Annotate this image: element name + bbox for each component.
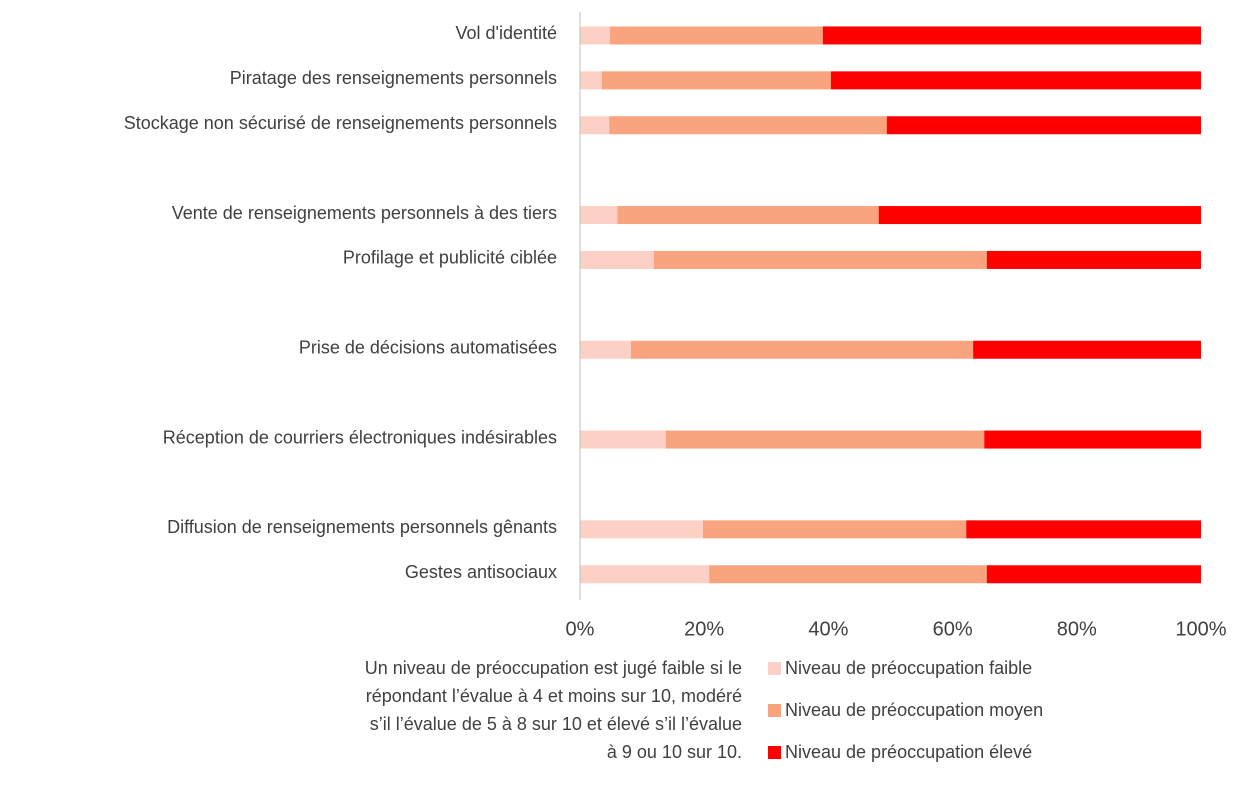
bar-segment bbox=[966, 520, 1201, 539]
note-line: répondant l’évalue à 4 et moins sur 10, … bbox=[366, 686, 742, 706]
bar-segment bbox=[580, 565, 710, 584]
bar-segment bbox=[653, 250, 987, 269]
bar-segment bbox=[580, 340, 631, 359]
x-tick-label: 40% bbox=[808, 618, 848, 640]
category-label: Vol d'identité bbox=[455, 23, 557, 43]
bar-segment bbox=[973, 340, 1201, 359]
x-tick-label: 20% bbox=[684, 618, 724, 640]
note-line: Un niveau de préoccupation est jugé faib… bbox=[365, 658, 742, 678]
bar-segment bbox=[601, 71, 831, 90]
note-line: s’il l’évalue de 5 à 8 sur 10 et élevé s… bbox=[370, 714, 742, 734]
bar-segment bbox=[580, 116, 610, 135]
bar-segment bbox=[709, 565, 987, 584]
category-label: Réception de courriers électroniques ind… bbox=[163, 427, 557, 447]
x-tick-label: 60% bbox=[933, 618, 973, 640]
bar-segment bbox=[580, 26, 610, 45]
category-label: Piratage des renseignements personnels bbox=[230, 68, 557, 88]
bar-segment bbox=[580, 250, 654, 269]
bar-segment bbox=[986, 565, 1201, 584]
bar-segment bbox=[984, 430, 1201, 449]
bar-segment bbox=[702, 520, 967, 539]
bar-segment bbox=[580, 430, 666, 449]
legend-label: Niveau de préoccupation élevé bbox=[785, 742, 1032, 762]
bar-segment bbox=[886, 116, 1201, 135]
category-label: Prise de décisions automatisées bbox=[299, 338, 557, 358]
x-tick-label: 0% bbox=[566, 618, 595, 640]
bar-segment bbox=[830, 71, 1201, 90]
legend-swatch bbox=[768, 704, 781, 717]
category-label: Gestes antisociaux bbox=[405, 562, 557, 582]
legend-swatch bbox=[768, 662, 781, 675]
x-tick-label: 80% bbox=[1057, 618, 1097, 640]
note-line: à 9 ou 10 sur 10. bbox=[607, 742, 742, 762]
bar-segment bbox=[630, 340, 974, 359]
legend-label: Niveau de préoccupation faible bbox=[785, 658, 1032, 678]
category-label: Profilage et publicité ciblée bbox=[343, 248, 557, 268]
category-label: Vente de renseignements personnels à des… bbox=[172, 203, 557, 223]
bar-segment bbox=[665, 430, 985, 449]
legend-label: Niveau de préoccupation moyen bbox=[785, 700, 1043, 720]
bar-segment bbox=[986, 250, 1201, 269]
bar-segment bbox=[609, 26, 823, 45]
bar-segment bbox=[822, 26, 1201, 45]
legend-swatch bbox=[768, 746, 781, 759]
bar-segment bbox=[609, 116, 887, 135]
bar-segment bbox=[580, 206, 618, 225]
bar-segment bbox=[878, 206, 1201, 225]
bar-segment bbox=[580, 71, 602, 90]
category-label: Stockage non sécurisé de renseignements … bbox=[124, 113, 557, 133]
bar-segment bbox=[617, 206, 879, 225]
x-tick-label: 100% bbox=[1175, 618, 1226, 640]
bar-segment bbox=[580, 520, 703, 539]
category-label: Diffusion de renseignements personnels g… bbox=[167, 517, 557, 537]
